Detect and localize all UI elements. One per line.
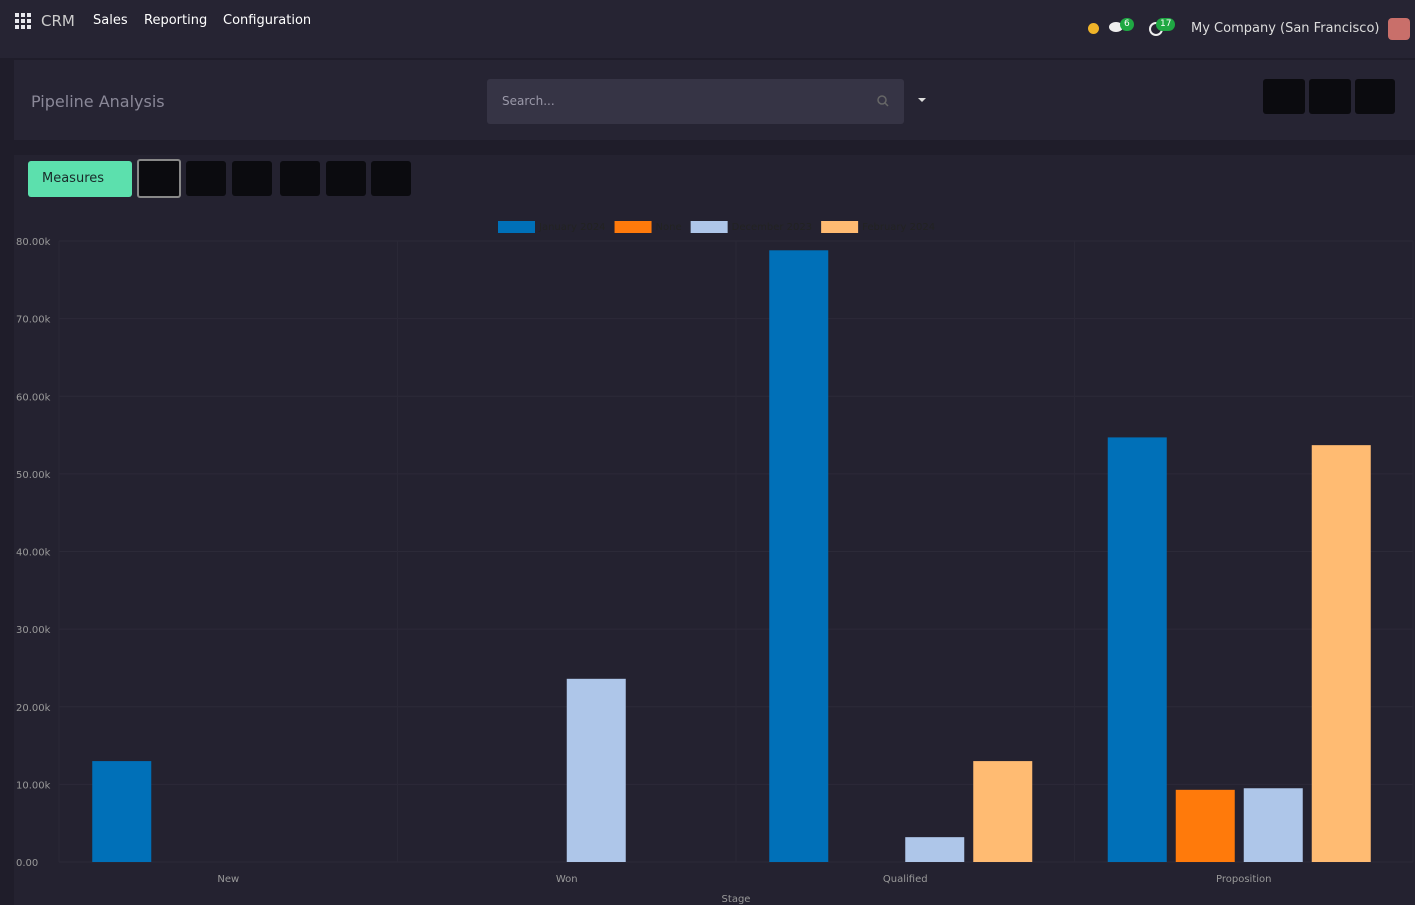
legend-swatch	[821, 221, 859, 233]
company[interactable]: My Company (San Francisco)	[1191, 21, 1380, 36]
menu-item[interactable]: Reporting	[144, 13, 208, 28]
bar	[566, 678, 626, 862]
bar	[1175, 789, 1235, 862]
badge: 6	[1120, 18, 1134, 31]
search-icon[interactable]	[876, 94, 890, 108]
top-bar: CRM Sales Reporting Configuration 6 17 M…	[0, 0, 1415, 58]
bar	[973, 761, 1033, 862]
measures-button[interactable]: Measures	[28, 161, 132, 197]
search-toggle[interactable]	[917, 97, 927, 103]
legend-label: None	[656, 222, 682, 233]
pie-chart-button[interactable]	[232, 161, 272, 196]
x-tick-label: Qualified	[883, 874, 928, 885]
y-tick-label: 70.00k	[16, 315, 51, 326]
legend-label: January 2024	[538, 222, 606, 233]
view-graph[interactable]	[1263, 79, 1305, 114]
y-tick-label: 80.00k	[16, 237, 51, 248]
chat-icon[interactable]	[1108, 21, 1126, 35]
measures-label: Measures	[42, 171, 105, 186]
breadcrumb-title: Pipeline Analysis	[31, 92, 165, 111]
y-tick-label: 10.00k	[16, 780, 51, 791]
bar	[92, 761, 152, 862]
badge: 17	[1156, 18, 1176, 31]
y-tick-label: 0.00	[16, 858, 38, 869]
status-dot	[1088, 23, 1099, 34]
y-tick-label: 30.00k	[16, 625, 51, 636]
y-tick-label: 40.00k	[16, 548, 51, 559]
x-tick-label: Proposition	[1216, 874, 1271, 885]
control-panel: Pipeline Analysis Search...	[14, 60, 1415, 140]
apps-icon[interactable]	[15, 13, 31, 29]
search-box[interactable]: Search...	[487, 79, 904, 124]
app-name[interactable]: CRM	[41, 12, 75, 30]
bar	[905, 837, 965, 862]
y-tick-label: 50.00k	[16, 470, 51, 481]
x-tick-label: Won	[556, 874, 578, 885]
y-tick-label: 60.00k	[16, 392, 51, 403]
legend-swatch	[690, 221, 728, 233]
menu-item[interactable]: Configuration	[223, 13, 312, 28]
bar	[1107, 437, 1167, 862]
bar	[769, 250, 829, 862]
menu-item[interactable]: Sales	[93, 13, 128, 28]
bar	[1311, 445, 1371, 862]
bar	[1243, 788, 1303, 862]
stacked-button[interactable]	[280, 161, 320, 196]
legend-label: February 2024	[862, 222, 935, 233]
bar-chart-button[interactable]	[137, 159, 181, 198]
view-list[interactable]	[1355, 79, 1395, 114]
legend-label: December 2023	[732, 222, 812, 233]
sort-desc-button[interactable]	[326, 161, 366, 196]
x-axis-label: Stage	[722, 894, 751, 905]
line-chart-button[interactable]	[186, 161, 226, 196]
avatar[interactable]	[1388, 18, 1410, 40]
x-tick-label: New	[217, 874, 239, 885]
chart-panel	[14, 155, 1415, 905]
legend-swatch	[614, 221, 652, 233]
y-tick-label: 20.00k	[16, 703, 51, 714]
legend-swatch	[498, 221, 535, 233]
view-pivot[interactable]	[1309, 79, 1351, 114]
sort-asc-button[interactable]	[371, 161, 411, 196]
search-placeholder: Search...	[502, 94, 555, 108]
